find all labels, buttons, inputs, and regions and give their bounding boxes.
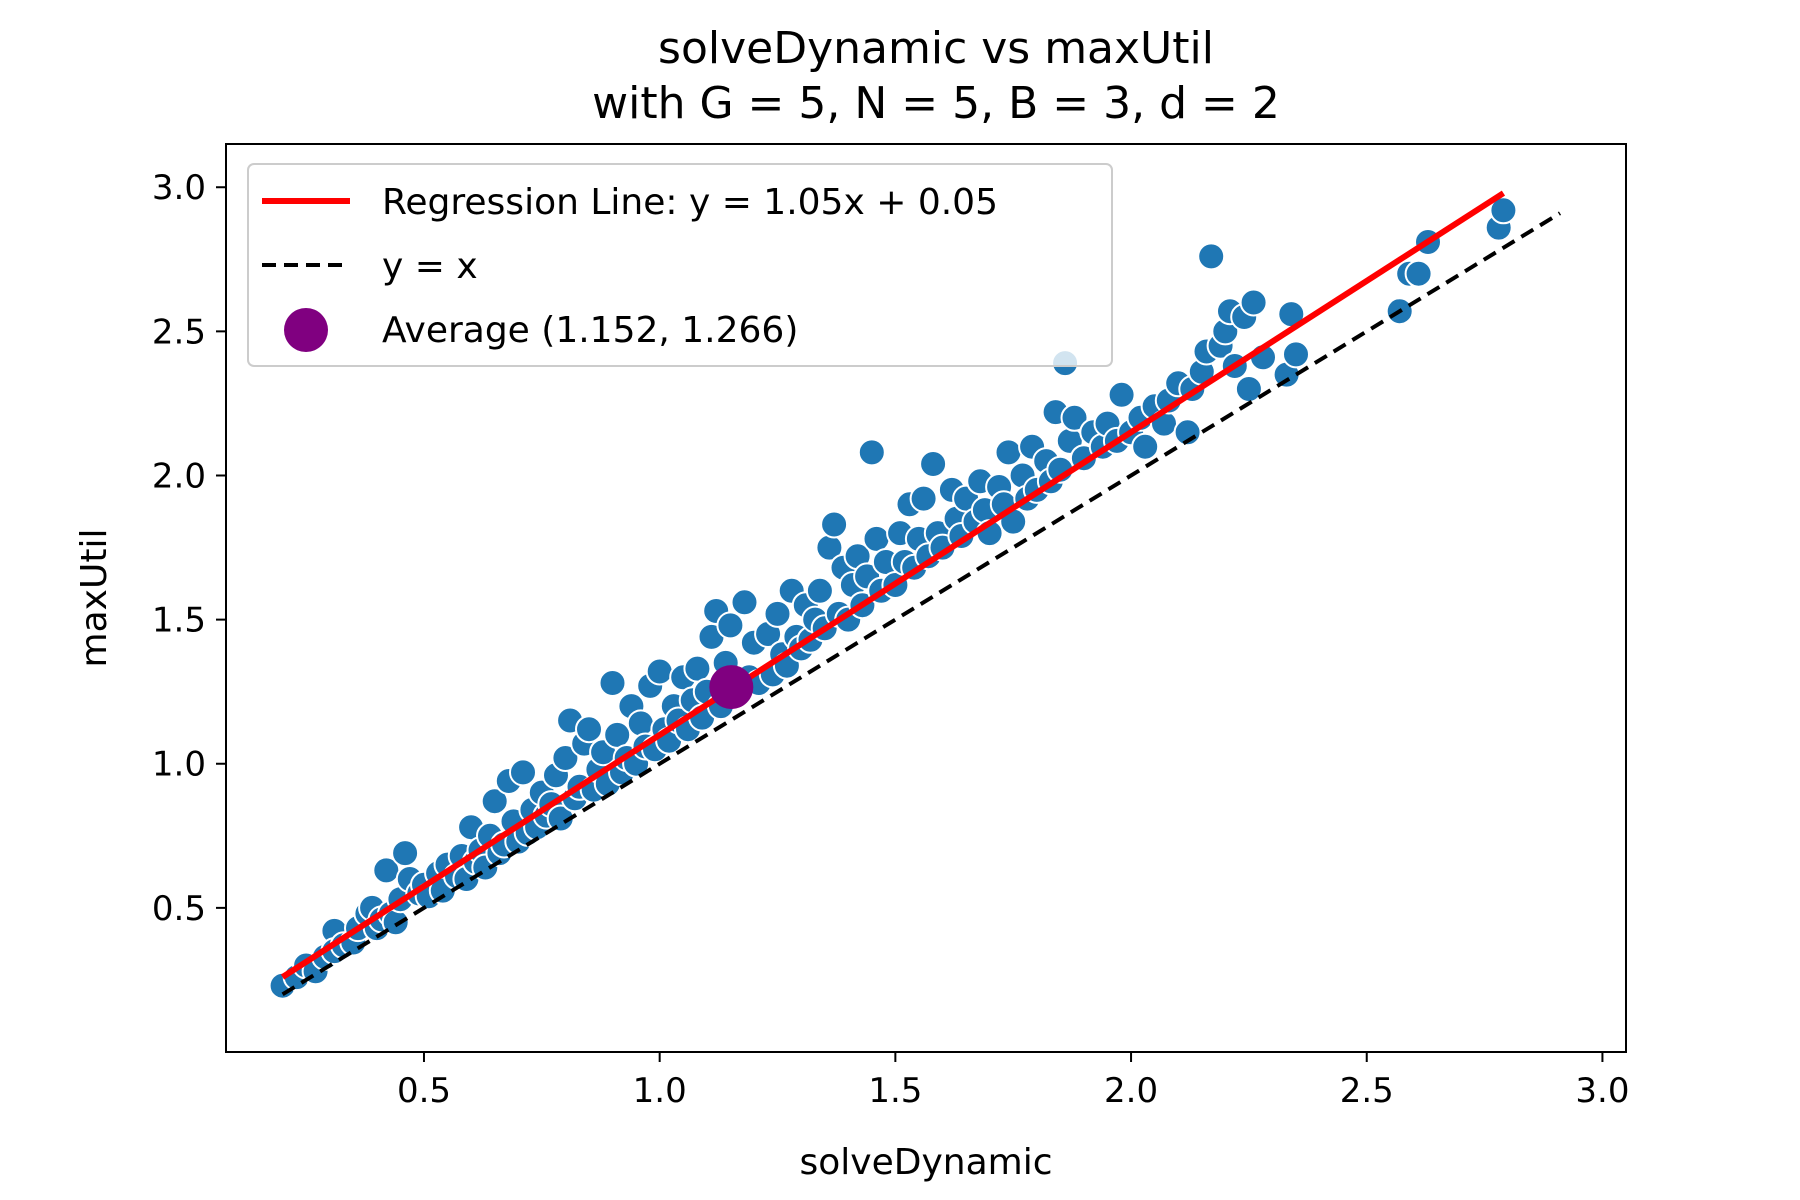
average-layer	[709, 665, 754, 710]
identity-line	[281, 211, 1562, 997]
x-tick-label: 2.5	[1340, 1071, 1394, 1111]
data-point	[1107, 380, 1136, 409]
regression-line	[280, 190, 1506, 980]
data-point	[805, 576, 834, 605]
y-axis: 0.5 1.0 1.5 2.0 2.5 3.0	[152, 168, 226, 929]
data-point	[919, 450, 948, 478]
data-point	[626, 709, 655, 738]
y-tick-label: 3.0	[152, 168, 206, 208]
data-point	[763, 599, 792, 628]
data-point	[683, 654, 712, 683]
data-point	[603, 720, 632, 749]
data-point	[730, 588, 759, 617]
data-point	[1282, 340, 1310, 369]
y-tick-label: 2.5	[152, 312, 206, 352]
legend-regression-label: Regression Line: y = 1.05x + 0.05	[382, 182, 998, 223]
x-tick-label: 1.0	[633, 1071, 687, 1111]
scatter-points	[268, 196, 1518, 1000]
legend: Regression Line: y = 1.05x + 0.05 y = x …	[247, 163, 1113, 367]
data-point	[1489, 196, 1518, 225]
data-point	[575, 715, 603, 744]
data-point	[862, 524, 891, 553]
legend-average-swatch	[284, 308, 328, 352]
chart-lines	[280, 190, 1562, 997]
y-axis-label: maxUtil	[74, 529, 115, 668]
y-tick-label: 1.5	[152, 601, 206, 641]
x-tick-label: 0.5	[397, 1071, 451, 1111]
y-tick-label: 1.0	[152, 745, 206, 785]
data-point	[391, 839, 420, 868]
chart-title-line2: with G = 5, N = 5, B = 3, d = 2	[592, 78, 1280, 129]
data-point	[716, 611, 745, 640]
data-point	[909, 484, 938, 513]
average-point	[709, 665, 754, 710]
data-point	[820, 510, 849, 539]
x-tick-label: 3.0	[1575, 1071, 1629, 1111]
data-point	[1131, 432, 1160, 461]
data-point	[1060, 403, 1089, 432]
data-point	[857, 438, 886, 467]
plot-frame	[225, 143, 1627, 1053]
legend-box	[247, 163, 1113, 367]
data-point	[1404, 259, 1433, 288]
data-point	[598, 669, 627, 697]
legend-average-label: Average (1.152, 1.266)	[382, 310, 798, 351]
data-point	[551, 744, 580, 772]
data-point	[509, 758, 537, 787]
x-axis-label: solveDynamic	[799, 1142, 1052, 1183]
data-point	[1239, 288, 1268, 317]
data-point	[480, 787, 509, 816]
data-point	[994, 438, 1023, 467]
data-point	[645, 657, 674, 686]
y-tick-label: 0.5	[152, 889, 206, 929]
x-tick-label: 2.0	[1104, 1071, 1158, 1111]
x-tick-label: 1.5	[868, 1071, 922, 1111]
chart-title-line1: solveDynamic vs maxUtil	[658, 23, 1214, 74]
legend-identity-label: y = x	[382, 246, 478, 287]
data-point	[1197, 242, 1226, 271]
data-point	[1234, 375, 1263, 403]
y-tick-label: 2.0	[152, 456, 206, 496]
x-axis: 0.5 1.0 1.5 2.0 2.5 3.0	[397, 1052, 1629, 1111]
